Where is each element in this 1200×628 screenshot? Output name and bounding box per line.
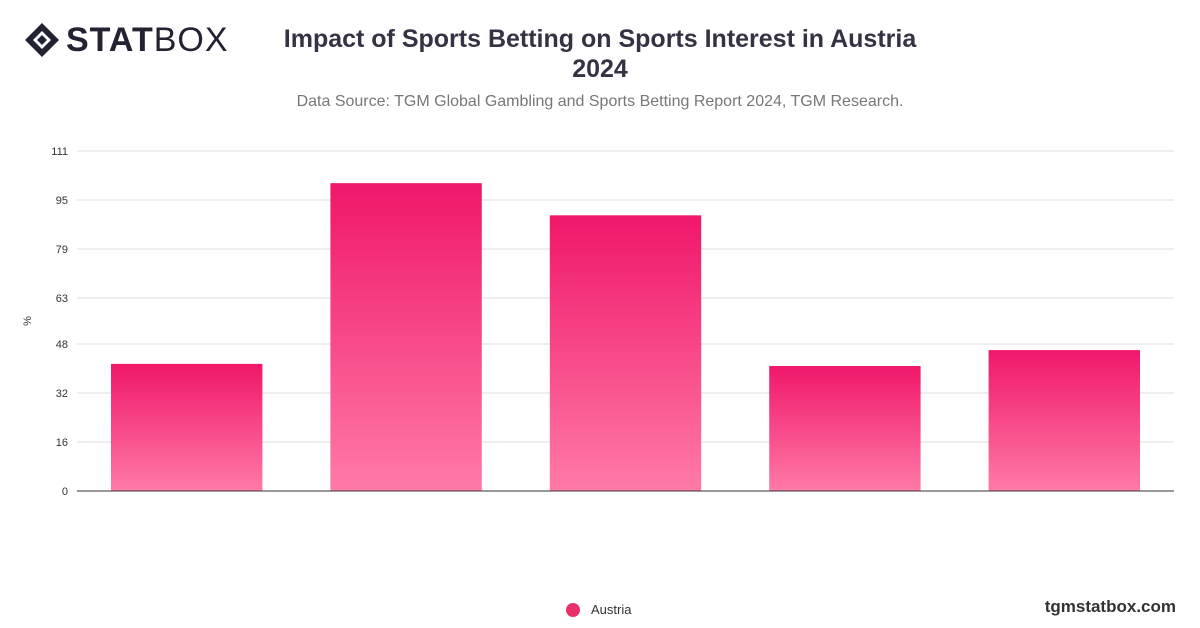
- y-tick-label: 79: [56, 244, 68, 256]
- y-tick-label: 16: [56, 437, 68, 449]
- chart-title: Impact of Sports Betting on Sports Inter…: [250, 24, 950, 84]
- statbox-logo[interactable]: STATBOX: [24, 18, 234, 62]
- bar[interactable]: [769, 366, 921, 491]
- chart-title-line2: 2024: [572, 55, 628, 83]
- y-tick-label: 48: [56, 339, 68, 351]
- logo-bold-text: STAT: [66, 21, 154, 59]
- y-tick-label: 0: [62, 486, 68, 498]
- chart-subtitle: Data Source: TGM Global Gambling and Spo…: [296, 93, 904, 110]
- y-tick-label: 63: [56, 293, 68, 305]
- bar[interactable]: [549, 215, 702, 491]
- y-tick-label: 95: [56, 195, 68, 207]
- bar[interactable]: [988, 350, 1140, 491]
- axes: 0 16 32 48 63 79 95 111%: [22, 146, 1174, 498]
- bar[interactable]: [330, 183, 482, 491]
- logo-light-text: BOX: [153, 21, 229, 59]
- bars: [111, 183, 1140, 491]
- diamond-logo-icon: [25, 23, 59, 57]
- logo-wordmark: STATBOX: [66, 23, 229, 57]
- y-tick-label: 32: [56, 388, 68, 400]
- legend-marker: [566, 602, 580, 617]
- y-tick-label: 111: [51, 146, 68, 158]
- legend-label: Austria: [591, 602, 632, 617]
- legend[interactable]: Austria: [566, 602, 631, 617]
- chart-title-line1: Impact of Sports Betting on Sports Inter…: [283, 25, 917, 53]
- y-axis-label: %: [22, 316, 34, 326]
- watermark: tgmstatbox.com: [1044, 597, 1176, 616]
- bar[interactable]: [111, 363, 263, 491]
